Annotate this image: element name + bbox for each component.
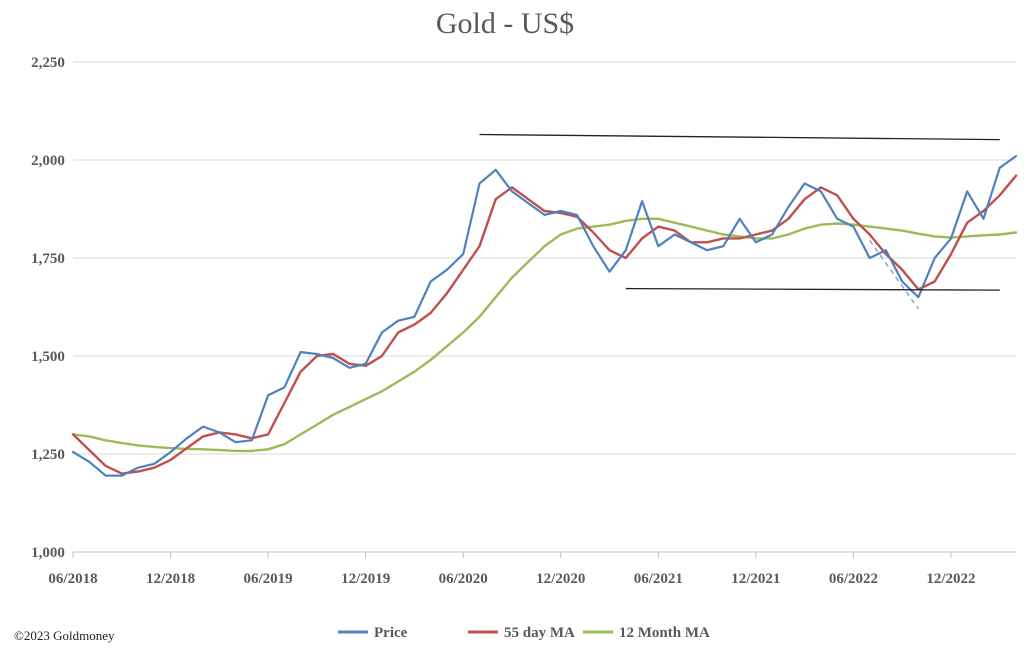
series-line-55-day-ma xyxy=(71,174,1018,475)
copyright-credit: ©2023 Goldmoney xyxy=(14,628,115,643)
legend-item: Price xyxy=(338,625,408,641)
chart-title: Gold - US$ xyxy=(436,7,574,40)
series-lines xyxy=(71,155,1018,477)
legend-item: 12 Month MA xyxy=(583,625,710,641)
dashed-down-trendline xyxy=(869,239,919,310)
x-tick-label: 12/2022 xyxy=(926,571,975,587)
legend-label: 12 Month MA xyxy=(619,625,710,641)
series-line-price xyxy=(71,155,1018,477)
x-tick-label: 06/2019 xyxy=(244,571,293,587)
legend: Price 55 day MA 12 Month MA xyxy=(338,625,710,641)
trendlines xyxy=(479,133,1000,310)
x-tick-label: 12/2020 xyxy=(536,571,585,587)
legend-label: Price xyxy=(374,625,408,641)
y-tick-label: 1,250 xyxy=(31,447,65,463)
legend-item: 55 day MA xyxy=(468,625,575,641)
x-tick-label: 12/2021 xyxy=(731,571,780,587)
lower-support-line xyxy=(625,287,1000,291)
x-tick-label: 06/2021 xyxy=(634,571,683,587)
upper-resistance-line xyxy=(479,133,1000,141)
y-tick-label: 2,250 xyxy=(31,55,65,71)
x-tick-label: 06/2022 xyxy=(829,571,878,587)
y-tick-label: 2,000 xyxy=(31,153,65,169)
x-tick-label: 06/2020 xyxy=(439,571,488,587)
x-tick-label: 12/2019 xyxy=(341,571,390,587)
x-tick-label: 12/2018 xyxy=(146,571,195,587)
series-line-12-month-ma xyxy=(71,217,1018,453)
legend-label: 55 day MA xyxy=(504,625,575,641)
y-tick-label: 1,000 xyxy=(31,545,65,561)
x-tick-label: 06/2018 xyxy=(48,571,97,587)
y-tick-label: 1,500 xyxy=(31,349,65,365)
y-tick-label: 1,750 xyxy=(31,251,65,267)
y-axis-ticks: 1,000 1,250 1,500 1,750 2,000 2,250 xyxy=(31,55,65,561)
x-axis: 06/2018 12/2018 06/2019 12/2019 06/2020 12/20… xyxy=(48,551,1016,587)
